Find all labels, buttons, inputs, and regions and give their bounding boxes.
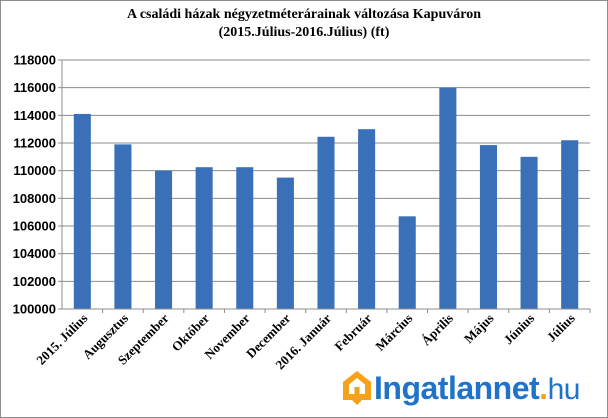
ingatlannet-logo: Ingatlannet.hu: [342, 368, 580, 408]
x-tick-label: Április: [418, 311, 456, 349]
logo-tld: hu: [547, 372, 581, 406]
x-tick-label: Május: [461, 311, 497, 347]
bar: [479, 145, 497, 309]
bar: [114, 144, 132, 309]
x-tick-label: Február: [331, 310, 374, 353]
x-axis-tick-labels: 2015. JúliusAugusztusSzeptemberOktóberNo…: [33, 310, 577, 372]
bar: [520, 156, 538, 309]
y-tick-label: 100000: [13, 302, 56, 317]
x-tick-label: Március: [372, 311, 415, 354]
logo-dot: .: [539, 369, 548, 406]
bar: [398, 216, 416, 309]
y-axis-tick-labels: 100000 102000 104000 106000 108000 110000 1120…: [13, 53, 56, 317]
chart-title: A családi házak négyzetméterárainak vált…: [0, 6, 608, 42]
bars: [73, 87, 579, 310]
bar: [236, 167, 254, 309]
bar: [561, 140, 579, 309]
y-tick-label: 102000: [13, 274, 56, 289]
logo-wordmark: Ingatlannet.hu: [374, 370, 580, 407]
x-tick-label: Június: [501, 311, 538, 348]
y-tick-label: 104000: [13, 246, 56, 261]
y-tick-label: 114000: [13, 108, 56, 123]
x-tick-label: Július: [544, 311, 578, 345]
bar: [73, 113, 91, 309]
axes: [58, 59, 591, 313]
y-tick-label: 110000: [13, 163, 56, 178]
bar: [439, 87, 457, 310]
house-pin-icon: [342, 370, 372, 406]
bar: [155, 170, 173, 309]
bar: [276, 177, 294, 309]
bar: [358, 129, 376, 309]
bar: [195, 167, 213, 309]
bar: [317, 136, 335, 309]
chart-title-line-2: (2015.Július-2016.Július) (ft): [218, 25, 390, 40]
y-tick-label: 118000: [13, 53, 56, 68]
y-tick-label: 106000: [13, 219, 56, 234]
chart-title-line-1: A családi házak négyzetméterárainak vált…: [126, 7, 481, 22]
y-tick-label: 112000: [13, 136, 56, 151]
y-tick-label: 108000: [13, 191, 56, 206]
y-tick-label: 116000: [13, 80, 56, 95]
x-tick-label: 2015. Július: [33, 311, 90, 368]
logo-brand: Ingatlannet: [374, 369, 540, 406]
